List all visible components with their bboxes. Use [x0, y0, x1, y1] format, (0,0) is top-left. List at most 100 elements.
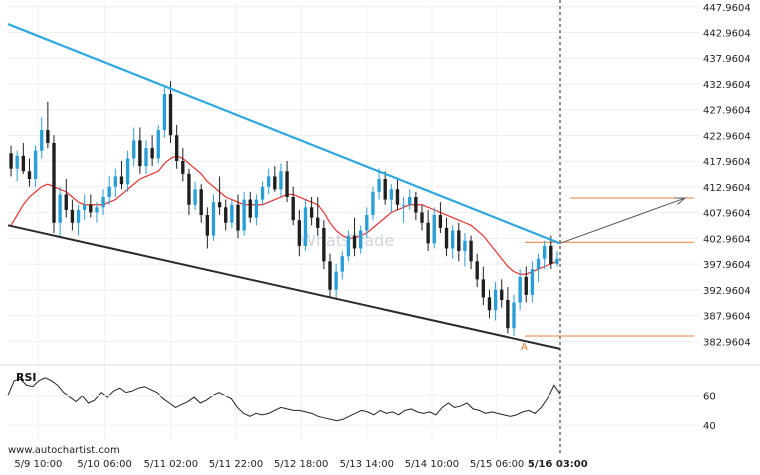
candle-body [156, 130, 160, 159]
candle-body [340, 256, 344, 272]
source-label: www.autochartist.com [8, 445, 120, 456]
rsi-axis: 60 40 [8, 392, 716, 432]
candle-body [389, 189, 394, 200]
y-axis: 447.9604 442.9604 437.9604 432.9604 427.9604… [703, 3, 751, 349]
candle-body [64, 194, 68, 210]
candle-body [285, 171, 289, 198]
x-tick-label: 5/11 22:00 [209, 459, 263, 470]
candle-body [174, 135, 179, 161]
candle-body [444, 227, 449, 249]
candle-body [199, 189, 203, 216]
candle-body [450, 230, 455, 249]
candle-body [493, 289, 498, 311]
candle-body [365, 215, 369, 231]
candle-body [530, 269, 535, 295]
candle-body [463, 240, 467, 252]
candle-body [107, 186, 111, 198]
candle-body [542, 245, 547, 259]
candle-body [371, 191, 375, 216]
candle-body [346, 235, 351, 257]
candle-body [377, 179, 381, 192]
projection [559, 197, 687, 244]
x-tick-label: 5/11 02:00 [144, 459, 198, 470]
candle-body [27, 171, 32, 179]
candle-body [506, 299, 510, 329]
candle-body [334, 271, 338, 290]
candle-body [555, 258, 559, 264]
projection-arrow-line [559, 197, 686, 244]
rsi-label: RSI [16, 371, 37, 384]
rsi-tick-label: 40 [703, 421, 716, 432]
x-tick-label: 5/12 18:00 [274, 459, 328, 470]
candle-body [401, 204, 406, 206]
candle-body [224, 207, 228, 223]
support-trendline [7, 224, 561, 350]
y-tick-label: 427.9604 [703, 106, 751, 117]
moving-average [10, 155, 558, 275]
y-tick-label: 447.9604 [703, 3, 751, 14]
y-tick-label: 417.9604 [703, 157, 751, 168]
candle-body [432, 215, 436, 244]
candle-body [322, 227, 326, 262]
candle-body [82, 204, 87, 210]
candle-body [395, 189, 400, 205]
candle-body [89, 204, 93, 213]
x-tick-label: 5/9 10:00 [14, 459, 62, 470]
x-tick-label: 5/13 14:00 [340, 459, 394, 470]
candle-body [119, 176, 124, 185]
trendlines [7, 23, 561, 350]
candle-body [500, 289, 504, 300]
candle-body [414, 197, 418, 213]
y-tick-label: 397.9604 [703, 260, 751, 271]
candle-body [328, 261, 332, 290]
candle-body [33, 150, 38, 179]
candle-body [40, 130, 44, 151]
candle-body [9, 153, 13, 169]
candle-body [291, 197, 295, 221]
candle-body [481, 279, 486, 298]
candle-body [95, 207, 99, 213]
y-tick-label: 422.9604 [703, 131, 751, 142]
candle-body [193, 189, 197, 205]
candle-body [144, 148, 148, 167]
candle-body [426, 222, 430, 244]
y-tick-label: 437.9604 [703, 54, 751, 65]
candle-body [125, 158, 130, 185]
candle-body [487, 297, 492, 311]
candle-body [260, 186, 265, 200]
candle-body [457, 230, 461, 252]
candle-body [316, 217, 320, 228]
price-levels [525, 197, 694, 337]
y-tick-label: 382.9604 [703, 337, 751, 348]
candle-body [113, 176, 118, 187]
candle-body [266, 176, 271, 187]
candle-body [46, 130, 50, 143]
candle-body [70, 209, 75, 223]
x-tick-label: 5/16 03:00 [528, 459, 588, 470]
candle-body [297, 220, 302, 246]
rsi-line [7, 377, 561, 422]
candle-body [248, 199, 252, 218]
y-tick-label: 407.9604 [703, 209, 751, 220]
candle-body [475, 261, 479, 280]
y-tick-label: 402.9604 [703, 234, 751, 245]
y-tick-label: 442.9604 [703, 29, 751, 40]
candle-body [101, 197, 105, 208]
candle-body [230, 204, 234, 223]
candle-body [420, 212, 424, 223]
grid [8, 0, 700, 455]
candle-body [352, 235, 357, 249]
x-tick-label: 5/14 10:00 [405, 459, 459, 470]
candle-body [205, 215, 210, 236]
x-tick-label: 5/10 06:00 [77, 459, 131, 470]
candle-body [21, 155, 26, 172]
candle-body [524, 276, 528, 295]
candle-body [279, 171, 283, 190]
candle-body [536, 258, 541, 270]
candle-body [76, 209, 81, 223]
candle-body [383, 179, 387, 200]
candle-body [518, 276, 522, 303]
rsi-tick-label: 60 [703, 392, 716, 403]
moving-average-line [10, 155, 558, 275]
candle-body [469, 240, 473, 262]
